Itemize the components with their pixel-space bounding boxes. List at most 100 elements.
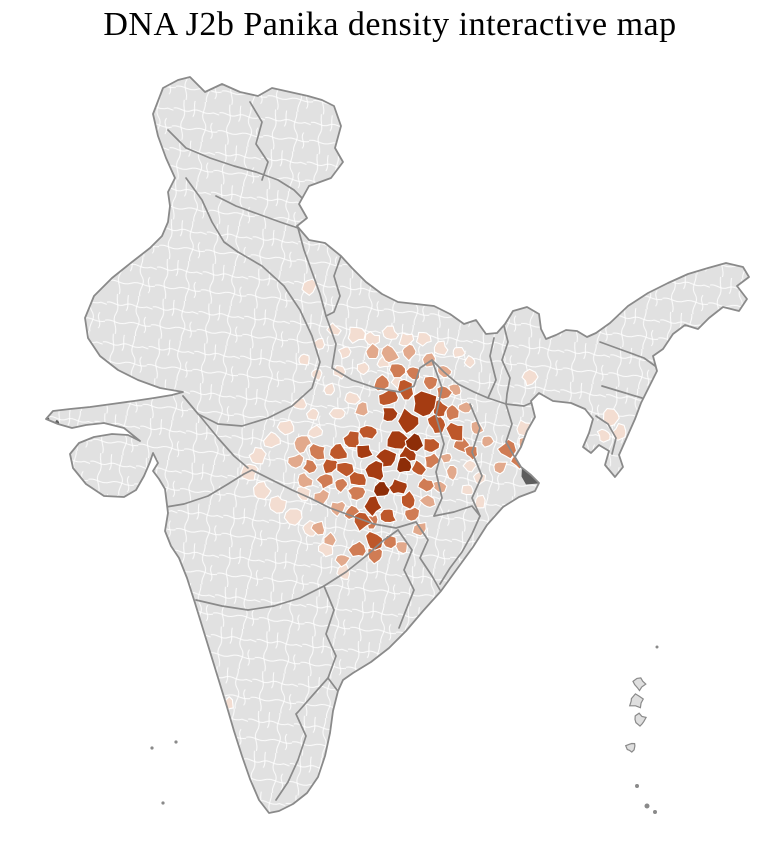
district-shape[interactable] [248,446,267,465]
district-shape[interactable] [602,408,620,428]
district-shape[interactable] [396,456,413,474]
state-border [195,529,399,611]
district-shape[interactable] [380,344,400,364]
district-shape[interactable] [388,363,407,379]
district-shape[interactable] [337,346,352,360]
district-shape[interactable] [308,442,326,461]
district-shape[interactable] [287,453,305,469]
district-shape[interactable] [422,375,439,391]
district-shape[interactable] [356,444,374,460]
district-shape[interactable] [262,431,281,449]
small-island-dot [655,645,659,649]
district-shape[interactable] [472,470,487,486]
state-border [167,129,303,199]
district-shape[interactable] [301,278,318,296]
district-shape[interactable] [404,506,421,522]
district-shape[interactable] [364,459,385,482]
andaman-island[interactable] [634,712,648,727]
district-shape[interactable] [400,489,416,510]
district-shape[interactable] [521,368,539,387]
district-shape[interactable] [268,495,288,514]
district-shape[interactable] [323,531,337,547]
district-shape[interactable] [415,331,432,347]
district-shape[interactable] [373,373,390,392]
district-shape[interactable] [433,340,449,356]
district-shape[interactable] [365,342,380,360]
district-shape[interactable] [529,429,544,444]
district-shape[interactable] [426,412,447,435]
district-shape[interactable] [334,554,351,568]
district-shape[interactable] [219,711,230,722]
district-shape[interactable] [283,508,303,526]
andaman-island[interactable] [632,677,647,692]
district-shape[interactable] [342,430,360,449]
district-shape[interactable] [356,361,370,376]
district-shape[interactable] [470,420,485,435]
district-shape[interactable] [423,437,441,453]
district-shape[interactable] [317,541,334,558]
district-shape[interactable] [463,355,476,369]
district-shape[interactable] [417,476,435,493]
district-shape[interactable] [328,407,346,420]
dark-terrain-shape [521,458,545,485]
district-shape[interactable] [387,478,408,495]
district-shape[interactable] [297,472,314,489]
state-border [415,521,441,591]
district-shape[interactable] [347,540,367,558]
district-shape[interactable] [301,458,318,475]
district-shape[interactable] [334,477,349,494]
district-shape[interactable] [452,347,466,359]
andaman-island[interactable] [624,742,636,753]
district-shape[interactable] [536,444,550,459]
district-shape[interactable] [404,432,425,453]
district-shape[interactable] [462,459,478,473]
district-shape[interactable] [474,494,486,509]
district-shape[interactable] [305,407,320,421]
state-border [431,359,445,517]
district-shape[interactable] [377,389,400,407]
district-shape[interactable] [398,332,415,347]
district-shape[interactable] [397,407,420,435]
district-shape[interactable] [354,401,369,417]
district-shape[interactable] [323,382,335,396]
district-shape[interactable] [379,508,397,524]
district-shape[interactable] [347,326,367,344]
district-shape[interactable] [307,424,324,439]
district-shape[interactable] [445,421,464,442]
district-shape[interactable] [372,480,391,498]
district-shape[interactable] [363,495,383,518]
district-shape[interactable] [252,480,272,500]
district-shape[interactable] [405,366,421,381]
district-shape[interactable] [353,511,374,533]
district-shape[interactable] [382,407,399,423]
district-shape[interactable] [410,459,428,476]
district-shape[interactable] [496,438,518,460]
district-shape[interactable] [315,473,334,490]
district-shape[interactable] [493,461,508,475]
district-shape[interactable] [401,343,417,362]
district-shape[interactable] [310,520,326,536]
district-shape[interactable] [347,485,367,502]
district-shape[interactable] [461,484,474,496]
district-shape[interactable] [481,435,495,448]
district-shape[interactable] [348,470,367,487]
state-border [185,177,239,253]
district-shape[interactable] [445,464,458,481]
district-shape[interactable] [596,428,611,443]
district-shape[interactable] [418,494,436,508]
district-shape[interactable] [293,435,313,455]
district-shape[interactable] [386,430,411,450]
district-shape[interactable] [358,424,378,440]
district-shape[interactable] [344,391,362,405]
district-shape[interactable] [393,541,409,555]
district-shape[interactable] [276,419,295,436]
district-shape[interactable] [381,325,400,340]
district-shape[interactable] [298,353,310,366]
state-border [505,403,515,457]
district-shape[interactable] [527,457,543,471]
andaman-island[interactable] [628,693,645,709]
district-shape[interactable] [328,442,348,461]
state-border [469,403,483,517]
district-shape[interactable] [412,390,438,418]
